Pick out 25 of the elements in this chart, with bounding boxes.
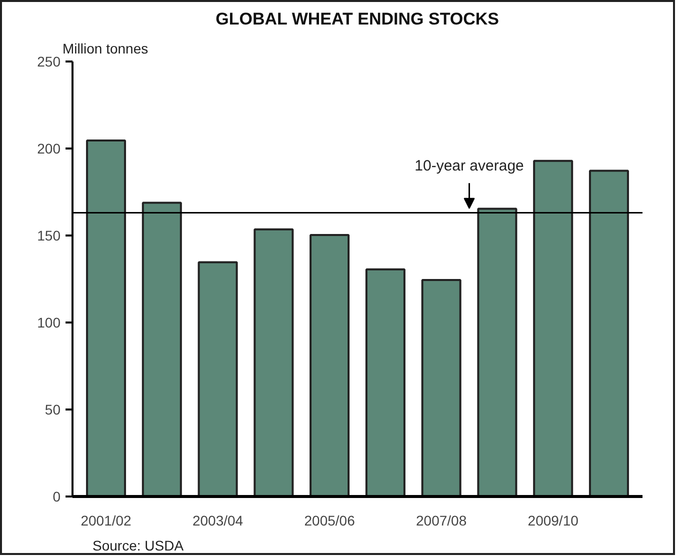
bar [310, 234, 350, 496]
y-axis-title: Million tonnes [62, 40, 148, 56]
y-tick-label: 200 [37, 140, 61, 156]
ref-line-label: 10-year average [414, 157, 524, 174]
bar [477, 208, 518, 496]
bar [421, 279, 462, 496]
source-note: Source: USDA [92, 538, 184, 554]
bar [254, 228, 294, 496]
bar [198, 261, 238, 496]
bar [365, 268, 406, 496]
x-tick-label: 2001/02 [80, 512, 132, 528]
chart-title: GLOBAL WHEAT ENDING STOCKS [216, 10, 500, 28]
x-tick-label: 2003/04 [192, 512, 244, 528]
y-tick-label: 150 [37, 228, 61, 244]
bar [86, 139, 126, 496]
x-tick-label: 2005/06 [304, 512, 356, 528]
y-tick-label: 0 [52, 488, 61, 504]
bar [533, 160, 574, 496]
y-tick-label: 100 [37, 314, 61, 330]
x-tick-label: 2007/08 [416, 512, 467, 528]
bar [142, 202, 182, 496]
y-tick-label: 50 [44, 402, 61, 418]
x-tick-label: 2009/10 [528, 512, 579, 528]
bar [588, 170, 629, 496]
y-tick-label: 250 [37, 54, 61, 70]
